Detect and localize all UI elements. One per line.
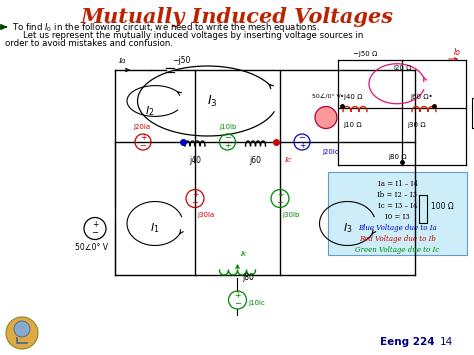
- Text: +: +: [140, 133, 146, 142]
- Text: Blue Voltage due to Ia: Blue Voltage due to Ia: [358, 224, 437, 232]
- Text: −j50 Ω: −j50 Ω: [353, 51, 377, 57]
- Text: j10Ib: j10Ib: [219, 124, 236, 130]
- Text: Red Voltage due to Ib: Red Voltage due to Ib: [359, 235, 436, 243]
- Text: j80: j80: [243, 273, 255, 282]
- Text: −: −: [224, 133, 231, 142]
- Text: +: +: [224, 142, 231, 151]
- Text: j60 Ω•: j60 Ω•: [410, 93, 433, 99]
- Text: +: +: [92, 220, 98, 229]
- Text: Green Voltage due to Ic: Green Voltage due to Ic: [356, 246, 439, 254]
- Text: order to avoid mistakes and confusion.: order to avoid mistakes and confusion.: [5, 39, 173, 49]
- Text: +: +: [192, 190, 198, 199]
- Text: j30 Ω: j30 Ω: [407, 122, 426, 129]
- Text: Eeng 224: Eeng 224: [380, 337, 435, 347]
- Text: $\it{I_3}$: $\it{I_3}$: [343, 222, 352, 235]
- Text: −: −: [91, 228, 99, 237]
- Text: +: +: [299, 142, 305, 151]
- Text: •j40 Ω: •j40 Ω: [340, 93, 363, 99]
- Text: j80 Ω: j80 Ω: [388, 154, 406, 160]
- Circle shape: [315, 106, 337, 129]
- Bar: [472, 98, 474, 127]
- Text: Ic = I3 – I4: Ic = I3 – I4: [378, 202, 417, 210]
- Text: +: +: [277, 190, 283, 199]
- Text: $\it{I_3}$: $\it{I_3}$: [207, 93, 218, 109]
- Text: +: +: [234, 291, 241, 300]
- Text: Ia = I1 – I4: Ia = I1 – I4: [378, 180, 418, 188]
- Circle shape: [14, 321, 30, 337]
- Text: 50∠0° V: 50∠0° V: [75, 244, 109, 252]
- Text: j10Ic: j10Ic: [248, 300, 265, 306]
- Text: j30Ia: j30Ia: [197, 212, 214, 218]
- Text: 50∠/0° V: 50∠/0° V: [311, 94, 340, 99]
- Text: Ia: Ia: [118, 57, 126, 65]
- Text: −: −: [299, 133, 306, 142]
- Text: $\it{I_1}$: $\it{I_1}$: [150, 222, 160, 235]
- Text: 14: 14: [440, 337, 453, 347]
- Text: To find $\it{I_0}$ in the following circuit, we need to write the mesh equations: To find $\it{I_0}$ in the following circ…: [12, 21, 320, 33]
- Text: Mutually Induced Voltages: Mutually Induced Voltages: [81, 7, 393, 27]
- Text: I0 = I3: I0 = I3: [385, 213, 410, 221]
- Text: j60: j60: [249, 156, 262, 165]
- Text: −: −: [276, 198, 283, 207]
- Text: j30Ib: j30Ib: [282, 212, 300, 218]
- Text: Ic: Ic: [284, 156, 292, 164]
- Text: −j50: −j50: [172, 56, 191, 65]
- Bar: [328, 172, 467, 255]
- Text: Ik: Ik: [240, 251, 246, 257]
- Text: −: −: [191, 198, 199, 207]
- Circle shape: [6, 317, 38, 349]
- Text: j40: j40: [189, 156, 201, 165]
- Text: 100 Ω: 100 Ω: [431, 202, 454, 211]
- Text: $\it{I_2}$: $\it{I_2}$: [146, 104, 155, 118]
- Text: Io: Io: [454, 48, 461, 57]
- Text: j20 Ω: j20 Ω: [393, 65, 411, 71]
- Text: Ib = I2 – I3: Ib = I2 – I3: [377, 191, 418, 199]
- Text: −: −: [139, 142, 146, 151]
- Text: j10 Ω: j10 Ω: [343, 122, 362, 129]
- Text: −: −: [234, 300, 241, 308]
- Text: Let us represent the mutually induced voltages by inserting voltage sources in: Let us represent the mutually induced vo…: [12, 32, 364, 40]
- Text: j20Ic: j20Ic: [322, 149, 339, 155]
- Text: j20Ia: j20Ia: [134, 124, 151, 130]
- Bar: [419, 195, 427, 223]
